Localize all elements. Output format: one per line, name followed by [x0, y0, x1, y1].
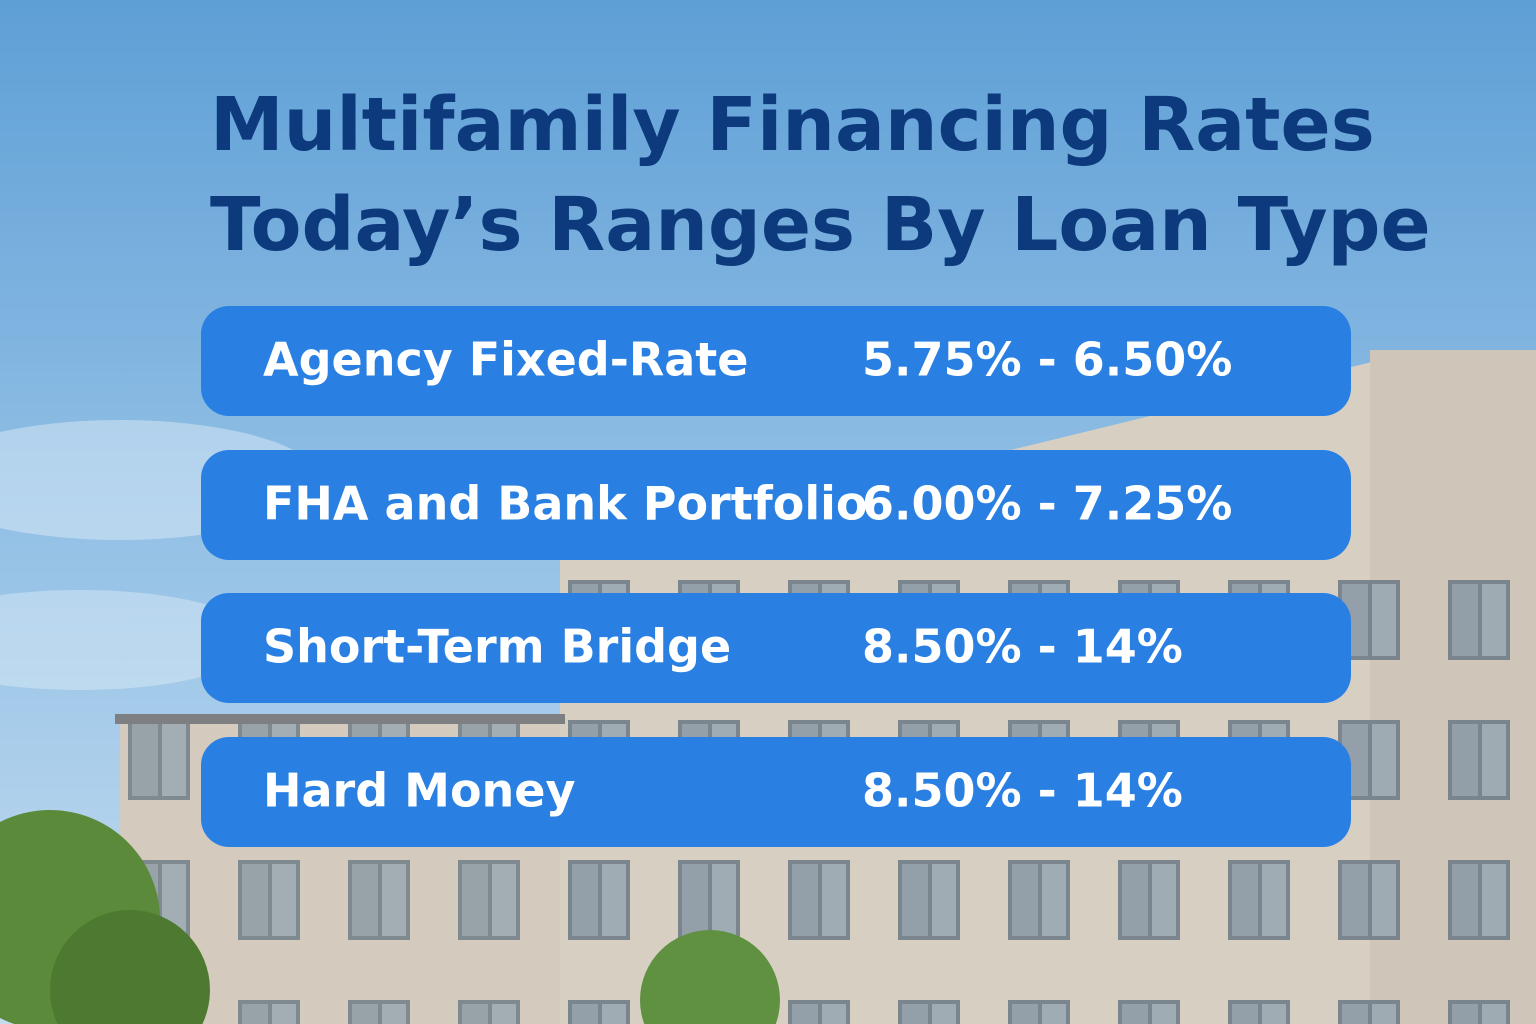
row-background: [201, 737, 1351, 847]
rate-range: 6.00% - 7.25%: [862, 477, 1232, 531]
tree: [640, 930, 780, 1024]
rate-range: 8.50% - 14%: [862, 764, 1183, 818]
rate-range: 8.50% - 14%: [862, 620, 1183, 674]
roof-edge: [115, 714, 565, 724]
loan-type: FHA and Bank Portfolio: [263, 477, 867, 531]
tree: [50, 910, 210, 1024]
row-background: [201, 306, 1351, 416]
row-background: [201, 593, 1351, 703]
cloud: [0, 590, 260, 690]
rate-row: Agency Fixed-Rate 5.75% - 6.50%: [201, 306, 1351, 416]
title-line-1: Multifamily Financing Rates: [210, 82, 1375, 168]
rate-range: 5.75% - 6.50%: [862, 333, 1232, 387]
title-line-2: Today’s Ranges By Loan Type: [210, 182, 1431, 268]
rate-row: Short-Term Bridge 8.50% - 14%: [201, 593, 1351, 703]
row-background: [201, 450, 1351, 560]
rate-table: Agency Fixed-Rate 5.75% - 6.50% FHA and Ba…: [201, 306, 1351, 847]
loan-type: Short-Term Bridge: [263, 620, 731, 674]
loan-type: Agency Fixed-Rate: [263, 333, 748, 387]
rate-row: Hard Money 8.50% - 14%: [201, 737, 1351, 847]
loan-type: Hard Money: [263, 764, 575, 818]
